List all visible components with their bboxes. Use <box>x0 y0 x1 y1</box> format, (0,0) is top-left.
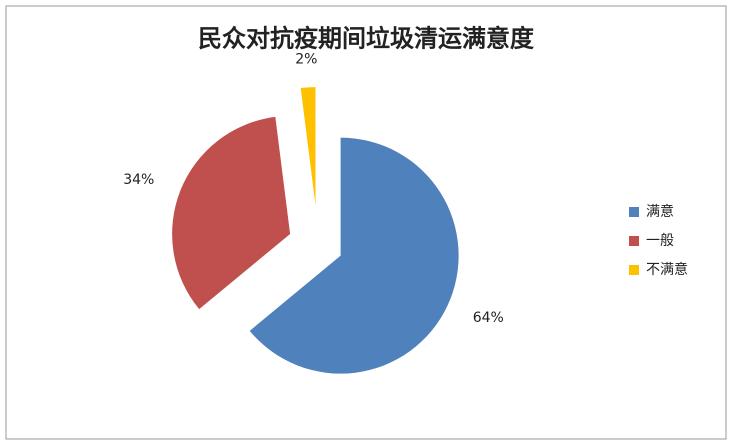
legend-label: 一般 <box>646 233 674 249</box>
legend-label: 不满意 <box>646 261 688 278</box>
pie-slice <box>172 116 291 310</box>
legend-swatch <box>629 207 639 217</box>
legend-swatch <box>629 236 639 246</box>
legend-swatch <box>629 265 639 275</box>
pie-slice <box>249 137 459 374</box>
legend-label: 满意 <box>646 203 674 220</box>
pie-slice <box>300 87 316 206</box>
data-label: 64% <box>473 310 504 326</box>
chart-title: 民众对抗疫期间垃圾清运满意度 <box>198 24 535 53</box>
data-label: 2% <box>295 51 317 67</box>
data-label: 34% <box>123 172 154 188</box>
